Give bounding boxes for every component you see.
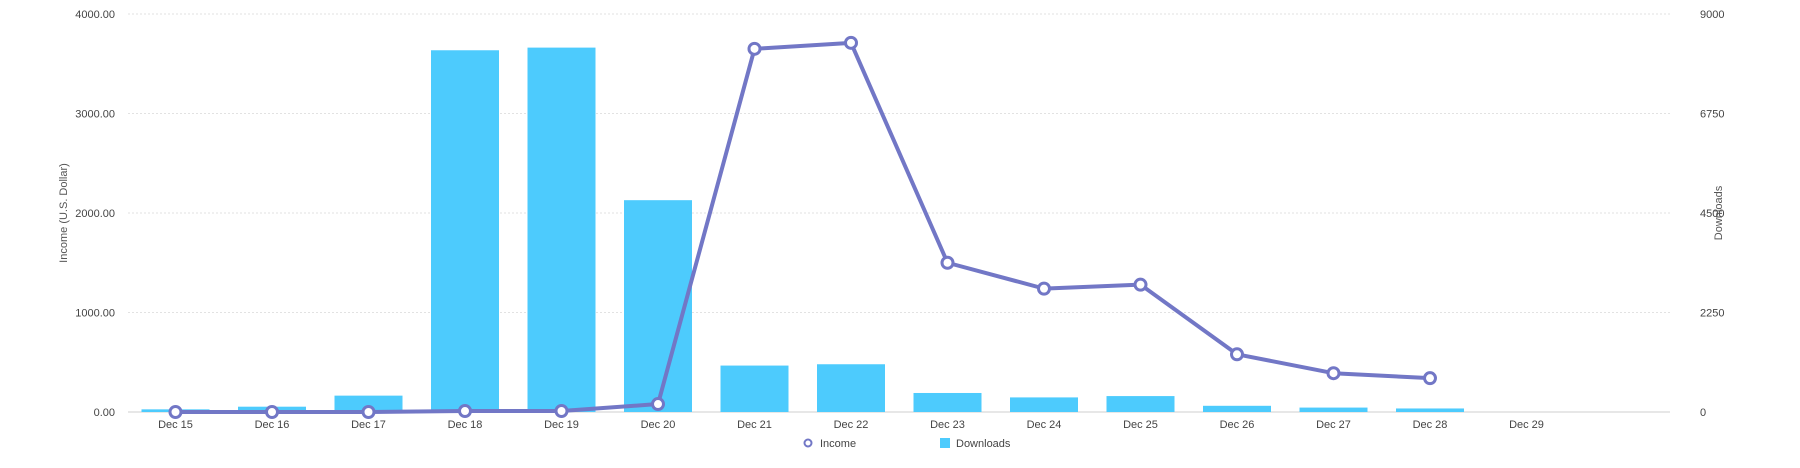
x-tick-label: Dec 24 <box>1027 419 1062 431</box>
x-tick-label: Dec 20 <box>641 419 676 431</box>
legend-income-label: Income <box>820 438 856 450</box>
income-point <box>1133 277 1148 292</box>
income-point <box>361 405 376 419</box>
legend-item-downloads: Downloads <box>940 438 1011 450</box>
y-right-tick-label: 4500 <box>1700 208 1724 220</box>
x-tick-label: Dec 17 <box>351 419 386 431</box>
downloads-bar <box>334 395 403 412</box>
income-point <box>844 35 858 50</box>
x-tick-label: Dec 26 <box>1220 419 1255 431</box>
downloads-bar <box>624 200 692 412</box>
downloads-bar <box>817 364 885 412</box>
income-point <box>168 405 183 419</box>
downloads-bar <box>1106 396 1175 412</box>
legend: Income Downloads <box>803 438 1011 450</box>
y-left-tick-label: 0.00 <box>94 407 115 419</box>
downloads-bars <box>141 47 1464 413</box>
income-point <box>1423 371 1437 386</box>
income-point <box>1326 366 1341 381</box>
x-tick-label: Dec 22 <box>834 419 869 431</box>
x-tick-label: Dec 16 <box>255 419 290 431</box>
income-point <box>747 41 762 56</box>
y-left-axis-title: Income (U.S. Dollar) <box>58 163 70 263</box>
y-right-tick-label: 2250 <box>1700 308 1724 320</box>
downloads-bar <box>1299 407 1368 412</box>
legend-income-marker <box>803 438 813 448</box>
income-point <box>265 405 279 419</box>
x-tick-label: Dec 28 <box>1413 419 1448 431</box>
downloads-bar <box>431 50 499 413</box>
legend-downloads-marker <box>940 438 950 448</box>
y-right-tick-label: 9000 <box>1700 9 1724 21</box>
income-point <box>940 255 955 270</box>
legend-downloads-label: Downloads <box>956 438 1011 450</box>
y-left-tick-label: 1000.00 <box>75 308 115 320</box>
x-tick-label: Dec 27 <box>1316 419 1351 431</box>
x-tick-label: Dec 25 <box>1123 419 1158 431</box>
y-left-tick-label: 4000.00 <box>75 9 115 21</box>
downloads-bar <box>1203 405 1271 412</box>
x-tick-label: Dec 15 <box>158 419 193 431</box>
income-line <box>175 40 1431 414</box>
downloads-bar <box>913 392 982 412</box>
y-right-axis-title: Downloads <box>1713 185 1725 240</box>
y-left-tick-label: 3000.00 <box>75 109 115 121</box>
x-tick-label: Dec 23 <box>930 419 965 431</box>
gridlines <box>128 13 1670 413</box>
x-tick-label: Dec 29 <box>1509 419 1544 431</box>
y-left-tick-label: 2000.00 <box>75 208 115 220</box>
x-tick-label: Dec 21 <box>737 419 772 431</box>
axes: 0.00 1000.00 2000.00 3000.00 4000.00 0 2250 450… <box>58 9 1725 431</box>
downloads-bar <box>720 365 789 412</box>
income-point <box>1230 347 1244 362</box>
y-right-tick-label: 6750 <box>1700 109 1724 121</box>
x-tick-label: Dec 19 <box>544 419 579 431</box>
income-line-series <box>168 35 1437 419</box>
income-point <box>554 404 569 419</box>
legend-item-income: Income <box>803 438 856 450</box>
income-point <box>458 404 472 419</box>
downloads-bar <box>1010 397 1078 412</box>
income-point <box>651 397 665 412</box>
x-tick-label: Dec 18 <box>448 419 483 431</box>
income-point <box>1037 281 1051 296</box>
downloads-bar <box>1396 408 1464 412</box>
y-right-tick-label: 0 <box>1700 407 1706 419</box>
downloads-bar <box>527 47 596 413</box>
